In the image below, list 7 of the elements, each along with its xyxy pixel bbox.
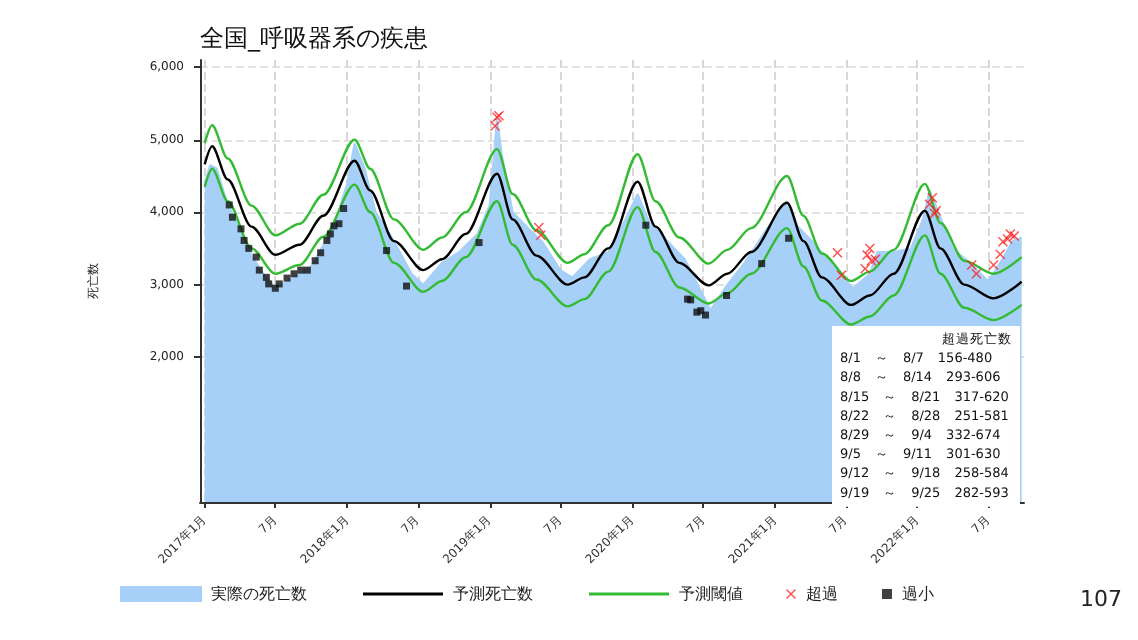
- legend-label: 超過: [806, 585, 838, 603]
- text: 107: [1080, 586, 1122, 612]
- legend-label: 予測閾値: [679, 585, 743, 603]
- chart-title: 全国_呼吸器系の疾患: [200, 24, 428, 52]
- legend-label: 実際の死亡数: [211, 585, 307, 603]
- legend-label: 予測死亡数: [453, 585, 533, 603]
- legend-label: 過小: [902, 585, 934, 603]
